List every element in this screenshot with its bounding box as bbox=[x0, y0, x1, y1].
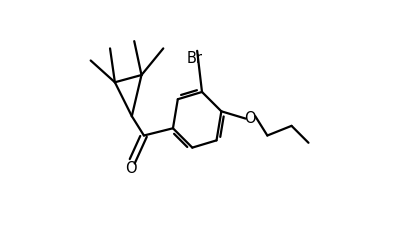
Text: O: O bbox=[244, 111, 256, 126]
Text: Br: Br bbox=[187, 51, 203, 66]
Text: O: O bbox=[125, 161, 137, 176]
